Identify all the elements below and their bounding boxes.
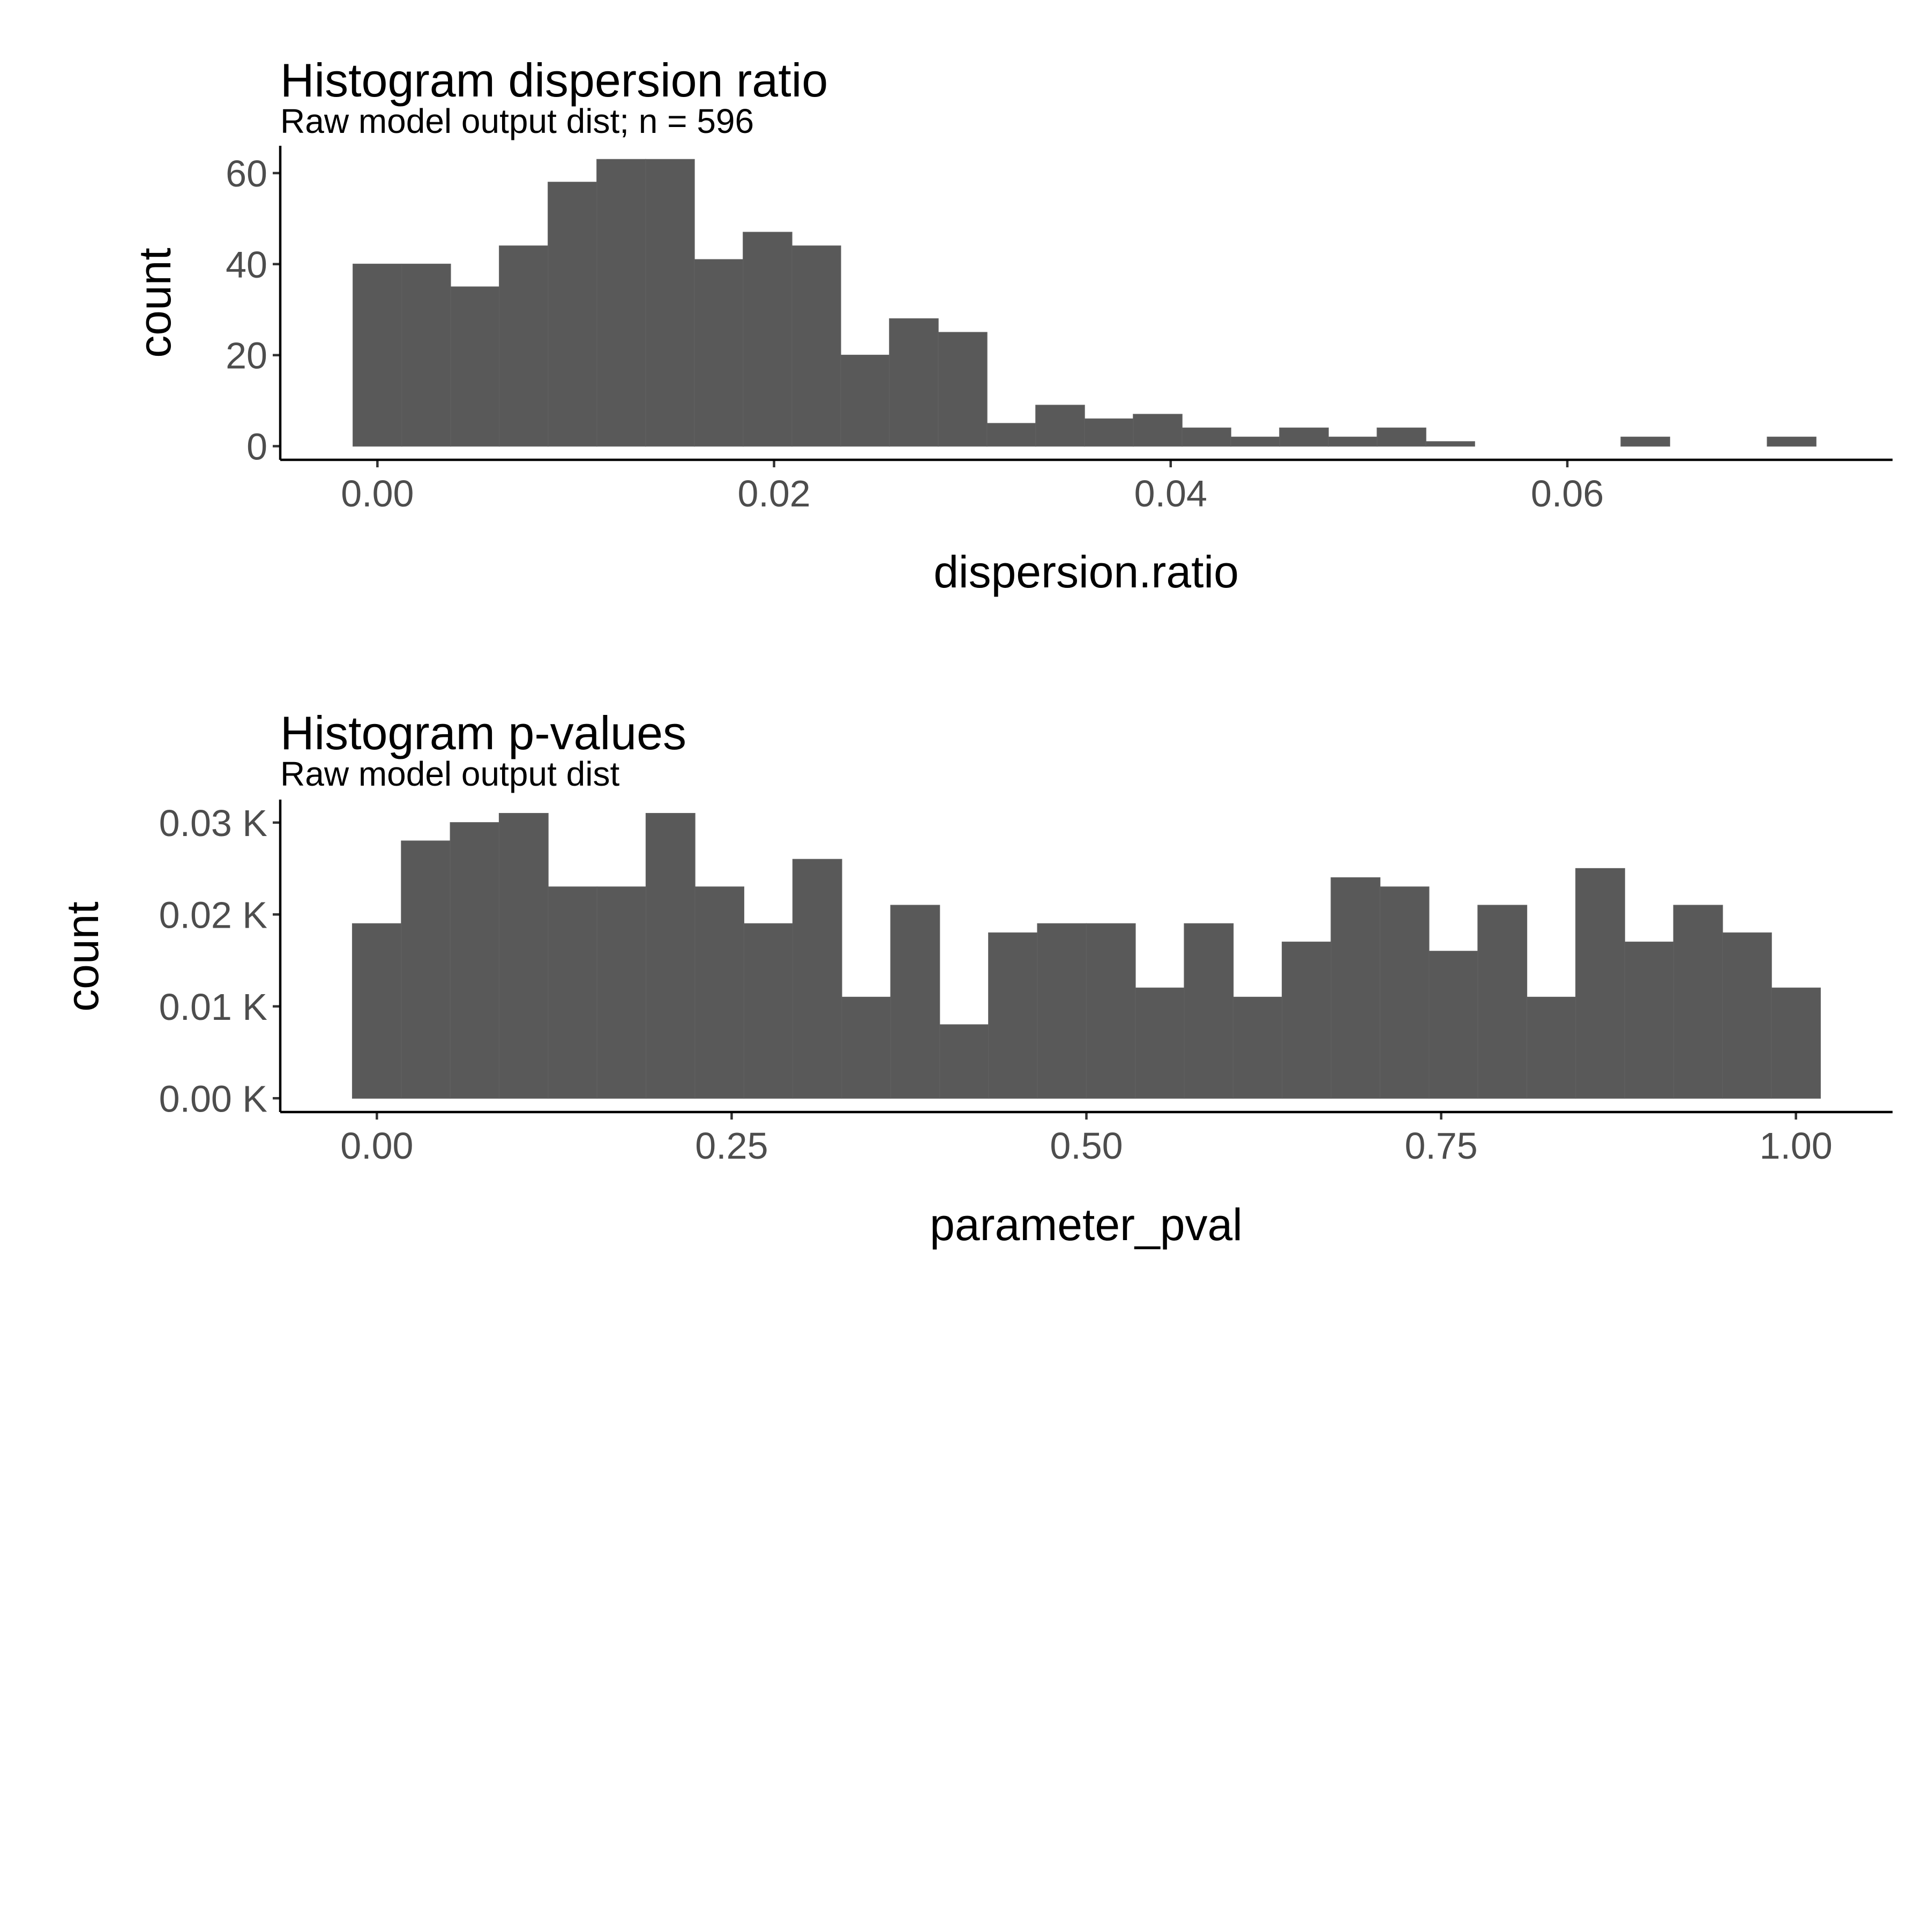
x-tick-label: 0.50 xyxy=(1050,1125,1123,1167)
histogram-bar xyxy=(1624,942,1674,1099)
histogram-bar xyxy=(1377,427,1426,447)
histogram-bar xyxy=(1232,996,1283,1099)
x-axis-ticks: 0.00 0.02 0.04 0.06 xyxy=(341,460,1604,514)
y-tick-label: 0.03 K xyxy=(159,802,267,844)
y-tick-label: 40 xyxy=(226,244,267,286)
histogram-bar xyxy=(1230,436,1280,447)
histogram-bar xyxy=(401,264,451,447)
histogram-bar xyxy=(1133,414,1183,447)
y-axis-title: count xyxy=(130,248,180,358)
histogram-bar xyxy=(450,286,500,447)
y-tick-label: 0.01 K xyxy=(159,986,267,1028)
histogram-bar xyxy=(791,245,841,447)
y-axis-title: count xyxy=(57,901,108,1012)
histogram-bar xyxy=(1035,405,1085,447)
histogram-bar xyxy=(841,996,891,1099)
histogram-bar xyxy=(498,812,549,1099)
chart-title: Histogram p-values xyxy=(280,706,686,759)
histogram-bar xyxy=(743,232,792,447)
chart-subtitle: Raw model output dist xyxy=(280,755,619,793)
x-tick-label: 0.00 xyxy=(341,473,414,514)
x-tick-label: 0.00 xyxy=(340,1125,413,1167)
histogram-bar xyxy=(988,932,1038,1099)
histogram-bar xyxy=(645,159,695,447)
x-tick-label: 0.25 xyxy=(695,1125,768,1167)
y-tick-label: 0.02 K xyxy=(159,894,267,936)
y-tick-label: 60 xyxy=(226,153,267,195)
histogram-bar xyxy=(1379,886,1430,1099)
histogram-bar xyxy=(548,886,598,1099)
histogram-bar xyxy=(792,859,842,1099)
histogram-bar xyxy=(1722,932,1772,1099)
histogram-bar xyxy=(1282,942,1332,1099)
histogram-bar xyxy=(450,822,500,1099)
x-tick-label: 0.02 xyxy=(737,473,810,514)
histogram-bar xyxy=(1135,987,1185,1099)
histogram-bar xyxy=(499,245,549,447)
x-tick-label: 0.75 xyxy=(1404,1125,1477,1167)
histogram-bar xyxy=(986,423,1036,447)
histogram-bar xyxy=(939,1024,989,1099)
histogram-bar xyxy=(890,905,940,1099)
chart-title: Histogram dispersion ratio xyxy=(280,54,828,107)
x-tick-label: 0.06 xyxy=(1531,473,1604,514)
histogram-bar xyxy=(596,886,647,1099)
y-tick-label: 20 xyxy=(226,335,267,377)
x-axis-title: parameter_pval xyxy=(930,1199,1243,1250)
histogram-bar xyxy=(1429,951,1478,1099)
histogram-bar xyxy=(352,923,402,1099)
histogram-bar xyxy=(1330,877,1381,1099)
x-axis-title: dispersion.ratio xyxy=(933,547,1239,597)
histogram-bar xyxy=(1279,427,1329,447)
histogram-bar xyxy=(1084,418,1134,447)
histogram-bar xyxy=(353,264,402,447)
histogram-bar xyxy=(889,318,939,447)
y-tick-label: 0 xyxy=(246,426,267,468)
bars xyxy=(353,159,1816,447)
histogram-bar xyxy=(1184,923,1234,1099)
chart-subtitle: Raw model output dist; n = 596 xyxy=(280,102,754,140)
histogram-bar xyxy=(401,840,451,1099)
histogram-bar xyxy=(548,182,597,447)
histogram-bar xyxy=(596,159,646,447)
histogram-bar xyxy=(743,923,794,1099)
histogram-bar xyxy=(1328,436,1378,447)
histogram-bar xyxy=(1086,923,1136,1099)
histogram-bar xyxy=(938,332,988,447)
y-axis-ticks: 0.00 K 0.01 K 0.02 K 0.03 K xyxy=(159,802,280,1120)
histogram-bar xyxy=(1182,427,1231,447)
histogram-bar xyxy=(1477,905,1528,1099)
histogram-bar xyxy=(1771,987,1821,1099)
histogram-bar xyxy=(1673,905,1723,1099)
x-tick-label: 0.04 xyxy=(1134,473,1207,514)
p-values-histogram: Histogram p-values Raw model output dist… xyxy=(57,706,1893,1250)
histogram-bar xyxy=(645,812,696,1099)
histogram-bar xyxy=(1620,436,1670,447)
x-tick-label: 1.00 xyxy=(1760,1125,1833,1167)
histogram-bar xyxy=(694,886,745,1099)
y-tick-label: 0.00 K xyxy=(159,1078,267,1120)
bars xyxy=(352,812,1821,1099)
histogram-bar xyxy=(1037,923,1087,1099)
histogram-bar xyxy=(1575,868,1625,1099)
histogram-bar xyxy=(694,259,744,447)
histogram-bar xyxy=(1767,436,1816,447)
y-axis-ticks: 0 20 40 60 xyxy=(226,153,280,468)
histogram-bar xyxy=(840,354,890,447)
histogram-bar xyxy=(1526,996,1576,1099)
x-axis-ticks: 0.00 0.25 0.50 0.75 1.00 xyxy=(340,1112,1833,1167)
dispersion-ratio-histogram: Histogram dispersion ratio Raw model out… xyxy=(130,54,1893,597)
histogram-bar xyxy=(1425,441,1475,447)
